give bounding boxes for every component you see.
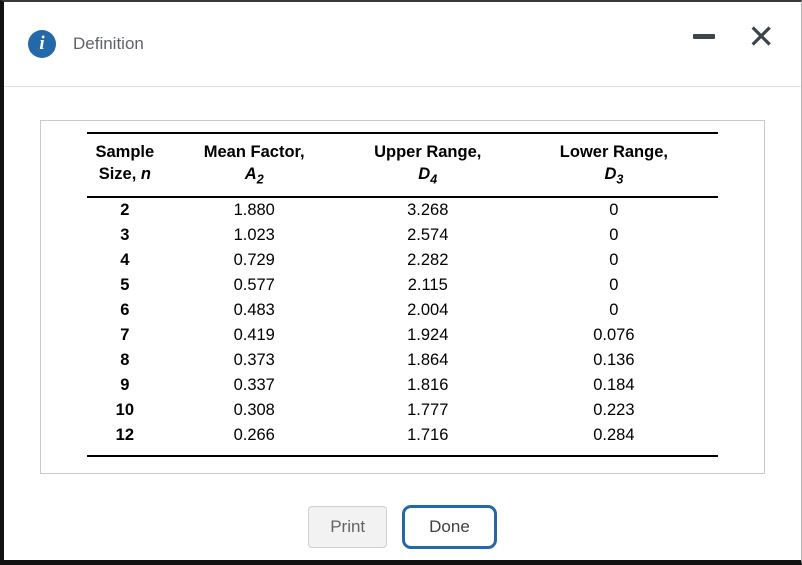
sample-size-cell: 3 [120, 226, 130, 245]
minimize-icon [693, 33, 716, 39]
mean-factor-cell: 0.308 [233, 401, 275, 420]
window-controls: ✕ [689, 18, 779, 55]
sample-size-cell: 4 [120, 251, 130, 270]
sample-size-cell: 7 [120, 326, 130, 345]
factor-table-panel: Sample Size, n Mean Factor, A2 Upper Ran… [40, 120, 765, 475]
table-row: 4 0.729 2.282 0 [87, 248, 718, 273]
minimize-button[interactable] [689, 32, 719, 41]
sample-size-cell: 2 [120, 201, 130, 220]
symbol-n: n [140, 165, 151, 183]
mean-factor-cell: 0.373 [233, 351, 275, 370]
dialog-titlebar: i Definition ✕ [4, 2, 801, 87]
factor-table-body: 2 1.880 3.268 0 3 1.023 2.574 0 4 0.729 2.282 0 5 0.5… [87, 197, 718, 458]
symbol-a2-subscript: 2 [256, 172, 264, 187]
sample-size-cell: 9 [120, 376, 130, 395]
upper-range-cell: 1.864 [407, 351, 449, 370]
upper-range-cell: 2.115 [407, 276, 448, 295]
upper-range-cell: 2.004 [407, 301, 449, 320]
control-chart-factors-table: Sample Size, n Mean Factor, A2 Upper Ran… [87, 131, 718, 458]
dialog-button-row: Print Done [40, 505, 765, 550]
lower-range-cell: 0 [609, 301, 619, 320]
column-header-lower-range: Lower Range, D3 [509, 131, 718, 199]
lower-range-cell: 0.223 [593, 401, 635, 420]
lower-range-cell: 0 [609, 226, 619, 245]
close-button[interactable]: ✕ [743, 18, 779, 55]
sample-size-cell: 10 [115, 401, 135, 420]
header-row: Sample Size, n Mean Factor, A2 Upper Ran… [87, 131, 718, 199]
table-row: 9 0.337 1.816 0.184 [87, 373, 718, 398]
upper-range-cell: 2.574 [407, 226, 449, 245]
lower-range-cell: 0.284 [509, 423, 718, 458]
mean-factor-cell: 1.880 [233, 201, 275, 220]
column-header-upper-range: Upper Range, D4 [345, 131, 510, 199]
header-sample-prefix: Size, [98, 165, 141, 183]
table-row: 5 0.577 2.115 0 [87, 273, 718, 298]
table-row: 3 1.023 2.574 0 [87, 223, 718, 248]
upper-range-cell: 2.282 [407, 251, 449, 270]
mean-factor-cell: 0.577 [233, 276, 275, 295]
mean-factor-cell: 0.266 [162, 423, 346, 458]
header-mean-line1: Mean Factor, [203, 143, 305, 161]
mean-factor-cell: 0.419 [233, 326, 275, 345]
symbol-a2: A2 [244, 165, 264, 187]
header-sample-line2: Size, n [99, 165, 151, 183]
table-row: 2 1.880 3.268 0 [87, 197, 718, 223]
symbol-a2-letter: A [244, 165, 257, 183]
symbol-d4: D4 [418, 165, 438, 187]
symbol-d3: D3 [604, 165, 624, 187]
header-upper-line1: Upper Range, [374, 143, 482, 161]
symbol-d3-letter: D [604, 165, 617, 183]
symbol-d4-subscript: 4 [430, 172, 438, 187]
mean-factor-cell: 0.337 [233, 376, 275, 395]
header-lower-line1: Lower Range, [559, 143, 668, 161]
upper-range-cell: 1.924 [407, 326, 449, 345]
sample-size-cell: 12 [87, 423, 163, 458]
table-row: 6 0.483 2.004 0 [87, 298, 718, 323]
table-row: 7 0.419 1.924 0.076 [87, 323, 718, 348]
table-row: 10 0.308 1.777 0.223 [87, 398, 718, 423]
column-header-mean-factor: Mean Factor, A2 [162, 131, 346, 199]
lower-range-cell: 0.076 [593, 326, 635, 345]
sample-size-cell: 6 [120, 301, 130, 320]
upper-range-cell: 1.816 [407, 376, 449, 395]
lower-range-cell: 0 [609, 276, 619, 295]
mean-factor-cell: 1.023 [233, 226, 275, 245]
sample-size-cell: 8 [120, 351, 130, 370]
dialog-title: Definition [73, 34, 144, 53]
dialog-content: Sample Size, n Mean Factor, A2 Upper Ran… [4, 87, 801, 560]
mean-factor-cell: 0.729 [233, 251, 275, 270]
sample-size-cell: 5 [120, 276, 130, 295]
info-icon: i [28, 30, 56, 58]
lower-range-cell: 0.136 [593, 351, 635, 370]
mean-factor-cell: 0.483 [233, 301, 275, 320]
lower-range-cell: 0 [609, 201, 619, 220]
symbol-d3-subscript: 3 [616, 172, 624, 187]
column-header-sample-size: Sample Size, n [87, 131, 163, 199]
upper-range-cell: 1.777 [407, 401, 449, 420]
upper-range-cell: 1.716 [345, 423, 510, 458]
print-button[interactable]: Print [308, 506, 388, 549]
lower-range-cell: 0 [609, 251, 619, 270]
done-button[interactable]: Done [402, 505, 497, 550]
table-row: 12 0.266 1.716 0.284 [87, 423, 718, 458]
header-sample-line1: Sample [95, 143, 155, 161]
symbol-d4-letter: D [418, 165, 431, 183]
table-row: 8 0.373 1.864 0.136 [87, 348, 718, 373]
lower-range-cell: 0.184 [593, 376, 635, 395]
upper-range-cell: 3.268 [407, 201, 449, 220]
